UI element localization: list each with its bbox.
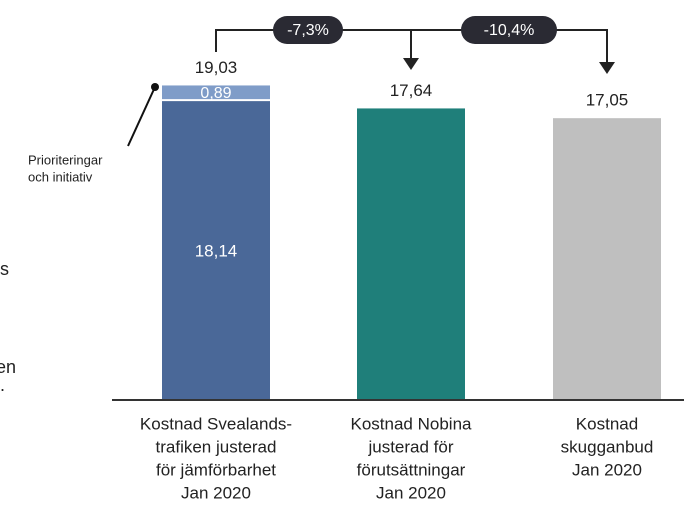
change-pill xyxy=(273,16,343,44)
value-label: 17,64 xyxy=(390,81,433,100)
cropped-text: s xyxy=(0,259,9,279)
bar xyxy=(162,100,270,401)
change-label: -10,4% xyxy=(484,22,535,39)
x-tick-label: för jämförbarhet xyxy=(156,460,276,479)
value-label: 0,89 xyxy=(200,85,231,102)
x-tick-label: Kostnad Nobina xyxy=(351,414,473,433)
x-tick-label: trafiken justerad xyxy=(156,437,277,456)
total-label: 19,03 xyxy=(195,58,238,77)
cropped-text: . xyxy=(0,375,5,395)
value-label: 17,05 xyxy=(586,91,629,110)
x-tick-label: Jan 2020 xyxy=(572,460,642,479)
x-tick-label: justerad för xyxy=(367,437,453,456)
callout-line xyxy=(127,86,156,147)
change-pill xyxy=(461,16,557,44)
change-label: -7,3% xyxy=(287,22,329,39)
cropped-text: en xyxy=(0,357,16,377)
x-tick-label: förutsättningar xyxy=(357,460,466,479)
callout-dot xyxy=(151,83,159,91)
bar xyxy=(357,108,465,400)
callout-text: Prioriteringar xyxy=(28,152,103,167)
x-tick-label: Kostnad Svealands- xyxy=(140,414,292,433)
value-label: 18,14 xyxy=(195,242,238,261)
x-tick-label: Jan 2020 xyxy=(376,483,446,502)
bar xyxy=(553,118,661,400)
callout-text: och initiativ xyxy=(28,169,93,184)
x-tick-label: Jan 2020 xyxy=(181,483,251,502)
arrow-head xyxy=(599,62,615,74)
x-tick-label: Kostnad xyxy=(576,414,638,433)
arrow-head xyxy=(403,58,419,70)
bar xyxy=(162,85,270,101)
x-tick-label: skugganbud xyxy=(561,437,654,456)
